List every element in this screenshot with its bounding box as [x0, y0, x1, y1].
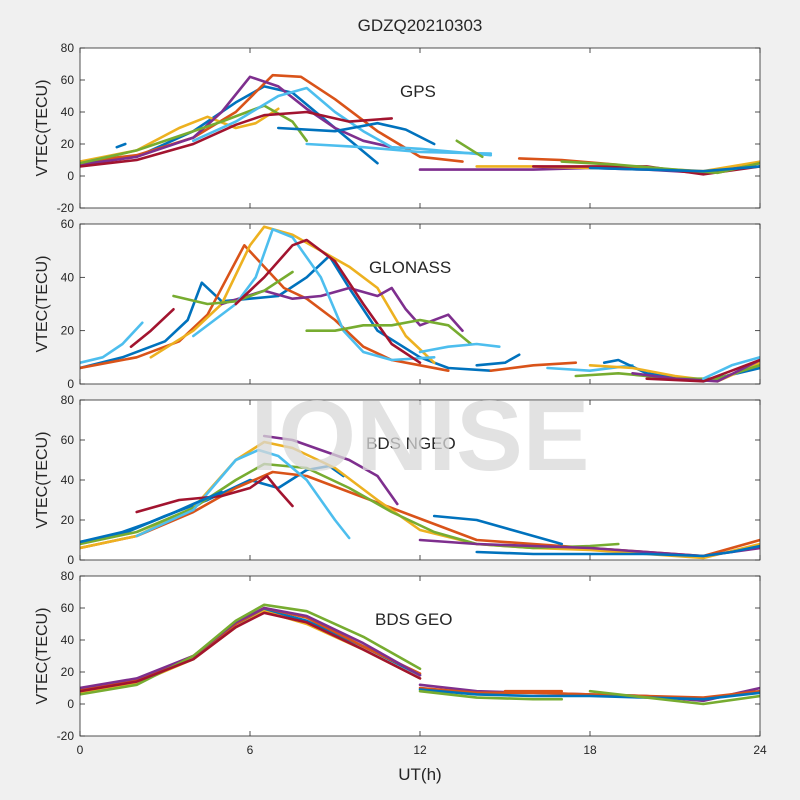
y-axis-label: VTEC(TECU)	[34, 80, 51, 177]
series-line-4	[80, 606, 422, 690]
axes-background	[80, 400, 760, 560]
series-line-3	[149, 225, 436, 365]
series-line-9	[305, 142, 493, 155]
series-line-4	[80, 75, 394, 167]
series-line-11	[475, 544, 760, 558]
panel-bds-ngeo: 0 20 40 60 80 VTEC(TECU) BDS NGEO	[34, 393, 761, 567]
y-tick-label: 20	[61, 324, 75, 338]
y-tick-label: -20	[57, 729, 75, 743]
axes-background	[80, 576, 760, 736]
y-tick-label: 80	[61, 569, 75, 583]
series-line-5	[80, 104, 309, 165]
series-line-9	[432, 514, 564, 546]
x-tick-label: 0	[77, 743, 84, 757]
y-axis-label: VTEC(TECU)	[34, 432, 51, 529]
series-line-17	[588, 165, 760, 173]
figure-title: GDZQ20210303	[358, 16, 483, 35]
axes-background	[80, 48, 760, 208]
series-line-10	[418, 689, 564, 701]
x-tick-label: 6	[247, 743, 254, 757]
series-line-9	[129, 307, 175, 349]
y-tick-label: 0	[67, 169, 74, 183]
series-line-7	[135, 474, 294, 514]
y-tick-label: 60	[61, 73, 75, 87]
series-line-11	[455, 139, 484, 159]
y-tick-label: 20	[61, 513, 75, 527]
x-tick-label: 18	[583, 743, 597, 757]
series-line-7	[80, 110, 394, 168]
series-line-13	[489, 361, 578, 373]
series-line-6	[192, 228, 436, 362]
panel-glonass: 0 20 40 60 VTEC(TECU) GLONASS	[34, 217, 761, 391]
series-line-8	[80, 490, 223, 544]
series-line-19	[645, 358, 760, 383]
y-axis-label: VTEC(TECU)	[34, 256, 51, 353]
panel-label: GPS	[400, 82, 436, 101]
series-line-5	[80, 603, 422, 696]
y-axis-label: VTEC(TECU)	[34, 608, 51, 705]
y-tick-label: 40	[61, 270, 75, 284]
series-line-10	[305, 318, 473, 346]
x-axis-label: UT(h)	[398, 765, 441, 784]
panel-label: GLONASS	[369, 258, 451, 277]
y-tick-label: 40	[61, 633, 75, 647]
y-tick-label: 80	[61, 41, 75, 55]
series-line-6	[192, 86, 493, 157]
series-line-8	[418, 686, 760, 699]
y-tick-label: -20	[57, 201, 75, 215]
panel-label: BDS GEO	[375, 610, 452, 629]
series-group	[80, 73, 760, 176]
panel-label: BDS NGEO	[366, 434, 456, 453]
series-line-20	[701, 355, 760, 381]
series-line-6	[80, 611, 422, 693]
series-line-11	[588, 689, 760, 706]
series-group	[80, 603, 760, 706]
series-group	[80, 225, 760, 383]
watermark: IONISE	[251, 380, 590, 492]
y-tick-label: 0	[67, 697, 74, 711]
y-tick-label: 80	[61, 393, 75, 407]
series-line-12	[475, 353, 521, 367]
series-line-1	[80, 254, 493, 373]
y-tick-label: 0	[67, 377, 74, 391]
y-tick-label: 60	[61, 433, 75, 447]
series-line-7	[234, 238, 422, 365]
y-tick-label: 20	[61, 665, 75, 679]
axes-background	[80, 224, 760, 384]
series-line-8	[80, 321, 144, 365]
x-tick-label: 24	[753, 743, 767, 757]
y-tick-label: 60	[61, 601, 75, 615]
y-tick-label: 60	[61, 217, 75, 231]
series-line-4	[262, 434, 399, 506]
y-tick-label: 40	[61, 105, 75, 119]
series-line-10	[115, 142, 127, 149]
series-group	[80, 434, 760, 560]
y-tick-label: 40	[61, 473, 75, 487]
y-tick-label: 0	[67, 553, 74, 567]
series-line-8	[276, 121, 436, 146]
series-line-11	[418, 342, 501, 354]
series-line-5	[172, 270, 294, 306]
y-tick-label: 20	[61, 137, 75, 151]
series-line-9	[418, 688, 760, 701]
x-tick-label: 12	[413, 743, 427, 757]
panel-gps: -20 0 20 40 60 80 VTEC(TECU) GPS	[34, 41, 761, 215]
